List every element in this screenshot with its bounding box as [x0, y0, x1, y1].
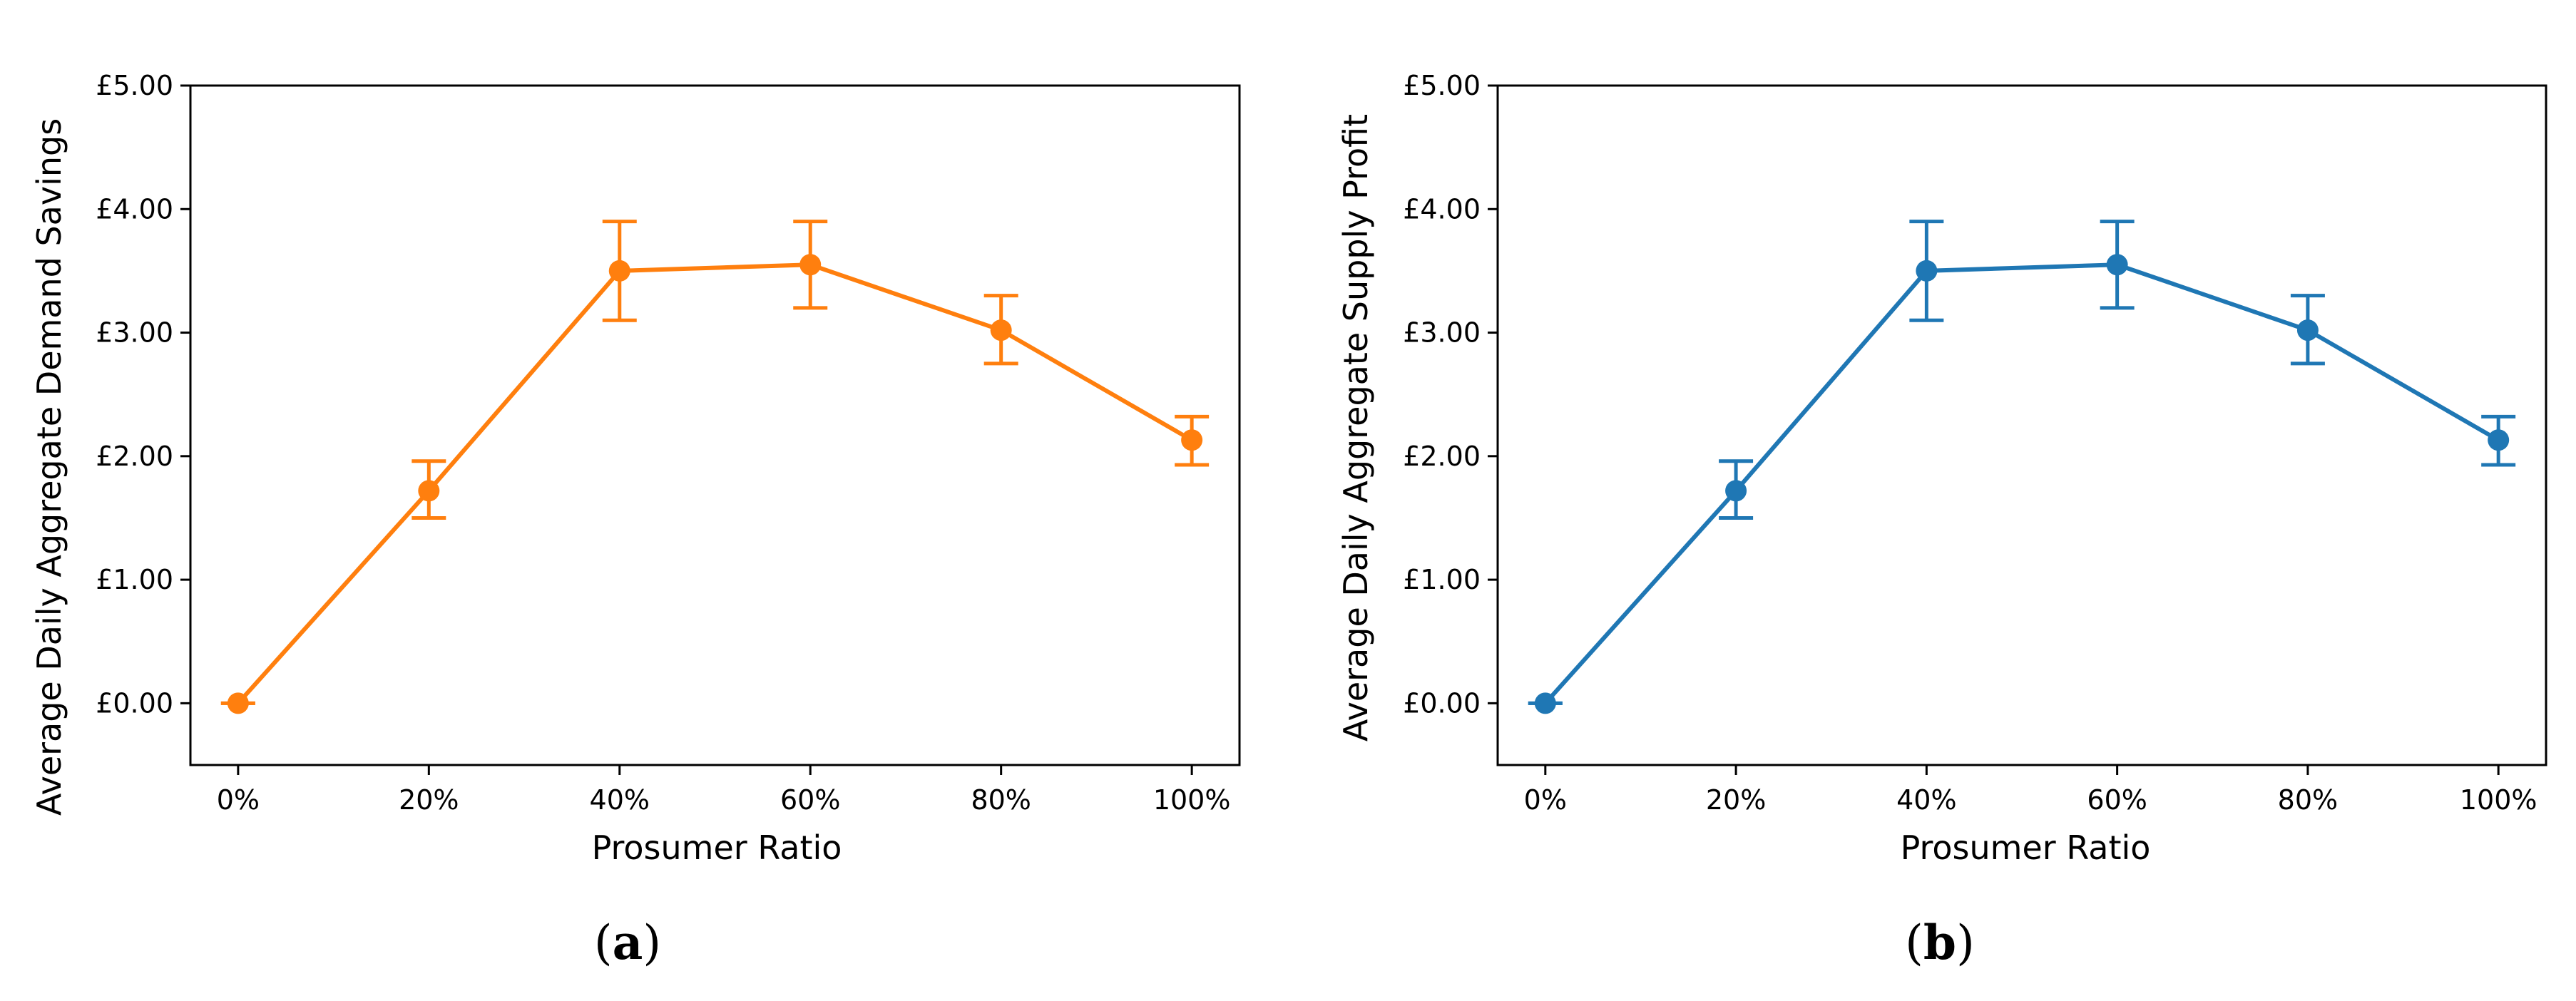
panel-a-y-axis-title: Average Daily Aggregate Demand Savings: [30, 118, 68, 816]
panel-a-data-point: [418, 480, 440, 502]
panel-a-y-tick-label: £2.00: [96, 441, 173, 472]
panel-b-data-point: [1725, 480, 1747, 502]
panel-a-x-tick-label: 60%: [780, 784, 840, 816]
panel-b-x-tick-label: 0%: [1524, 784, 1567, 816]
panel-a-y-tick-label: £5.00: [96, 70, 173, 101]
panel-a-y-tick-label: £3.00: [96, 317, 173, 349]
panel-b-chart: Prosumer Ratio Average Daily Aggregate S…: [1336, 70, 2547, 867]
panel-a-caption-letter: a: [613, 915, 643, 970]
panel-a-x-tick-label: 0%: [217, 784, 260, 816]
panel-a-y-tick-label: £0.00: [96, 687, 173, 719]
panel-a-y-tick-label: £1.00: [96, 564, 173, 595]
panel-b-y-tick-label: £3.00: [1403, 317, 1481, 349]
panel-b-y-tick-label: £1.00: [1403, 564, 1481, 595]
panel-b-data-point: [1534, 692, 1556, 714]
panel-a-caption-open: (: [594, 915, 613, 970]
panel-b-caption-letter: b: [1923, 915, 1956, 970]
panel-a-data-point: [1181, 429, 1203, 451]
panel-a-x-tick-label: 40%: [590, 784, 650, 816]
panel-a-data-point: [227, 692, 249, 714]
panel-a-data-point: [990, 319, 1012, 342]
panel-b-plot-frame: [1496, 84, 2547, 766]
panel-b-x-tick-label: 60%: [2087, 784, 2147, 816]
panel-b-caption: (b): [1905, 915, 1975, 970]
panel-b-x-tick-label: 20%: [1706, 784, 1766, 816]
panel-a-data-point: [799, 254, 822, 276]
panel-a-caption: (a): [594, 915, 661, 970]
panel-a-chart: Prosumer Ratio Average Daily Aggregate D…: [30, 70, 1241, 867]
panel-a-caption-close: ): [643, 915, 661, 970]
panel-b-y-tick-label: £0.00: [1403, 687, 1481, 719]
panel-b-x-tick-label: 40%: [1896, 784, 1956, 816]
panel-b-caption-open: (: [1905, 915, 1923, 970]
panel-a-x-tick-label: 20%: [399, 784, 459, 816]
panel-b-data-point: [2296, 319, 2319, 342]
panel-b-y-axis-title: Average Daily Aggregate Supply Profit: [1336, 114, 1375, 741]
panel-b-x-tick-label: 100%: [2460, 784, 2537, 816]
panel-b-caption-close: ): [1956, 915, 1975, 970]
panel-b-x-tick-label: 80%: [2278, 784, 2338, 816]
panel-b-y-tick-label: £2.00: [1403, 441, 1481, 472]
panel-a-x-tick-label: 80%: [971, 784, 1031, 816]
panel-b-y-tick-label: £5.00: [1403, 70, 1481, 101]
panel-b-data-point: [1916, 260, 1938, 282]
panel-a-x-tick-label: 100%: [1153, 784, 1231, 816]
panel-a-data-point: [608, 260, 630, 282]
panel-b-y-tick-label: £4.00: [1403, 193, 1481, 225]
panel-b-x-axis-title: Prosumer Ratio: [1901, 828, 2151, 867]
panel-b-data-point: [2106, 254, 2128, 276]
panel-a-series-line: [236, 262, 1193, 705]
panel-b-data-point: [2488, 429, 2510, 451]
panel-b-series-line: [1543, 262, 2500, 705]
panel-a-plot-frame: [189, 84, 1241, 766]
panel-a-y-tick-label: £4.00: [96, 193, 173, 225]
panel-a-x-axis-title: Prosumer Ratio: [592, 828, 842, 867]
